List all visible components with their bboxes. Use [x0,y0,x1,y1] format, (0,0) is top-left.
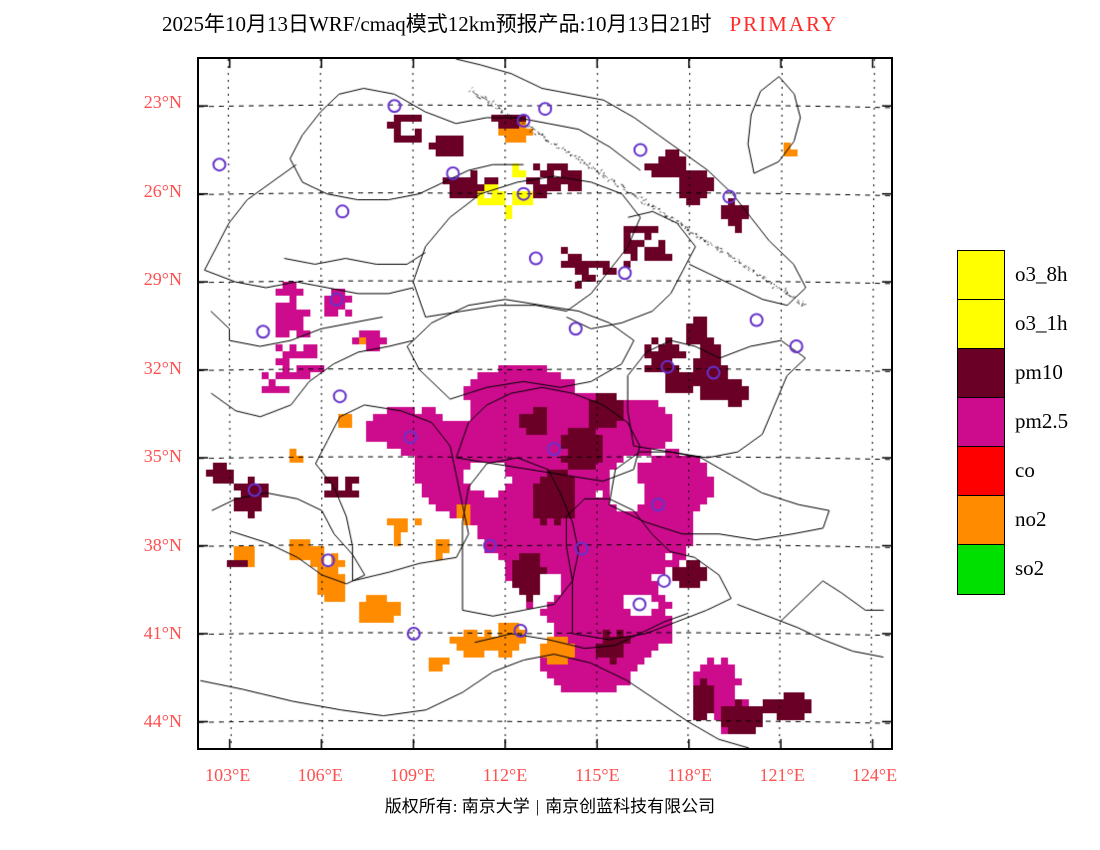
legend-swatch-co [958,447,1004,496]
y-tick-38°N: 38°N [143,534,182,555]
legend-swatch-so2 [958,545,1004,594]
chart-title-text: 2025年10月13日WRF/cmaq模式12km预报产品:10月13日21时 [161,12,712,36]
x-tick-124°E: 124°E [851,765,898,785]
x-tick-118°E: 118°E [667,765,712,785]
legend-swatch-o3_1h [958,300,1004,349]
y-tick-44°N: 44°N [143,711,182,732]
legend-swatch-o3_8h [958,251,1004,300]
legend-label-no2: no2 [1015,507,1047,531]
legend-label-o3_8h: o3_8h [1015,262,1068,286]
legend-label-column: o3_8h o3_1h pm10 pm2.5 co no2 so2 [1015,250,1068,593]
x-tick-112°E: 112°E [482,765,528,785]
y-tick-41°N: 41°N [143,622,182,643]
legend-swatch-pm2-5 [958,398,1004,447]
legend-label-pm10: pm10 [1015,360,1063,384]
x-tick-109°E: 109°E [389,765,436,785]
footer-company-text: 南京创蓝科技有限公司 [545,797,716,816]
forecast-map-canvas[interactable] [197,57,893,750]
legend-label-so2: so2 [1015,556,1045,580]
footer-copyright-text: 版权所有: 南京大学 [384,797,530,816]
legend-label-co: co [1015,458,1035,482]
y-tick-35°N: 35°N [143,446,182,467]
legend-label-o3_1h: o3_1h [1015,311,1068,335]
y-tick-23°N: 23°N [143,92,182,113]
map-container[interactable] [197,57,893,750]
x-tick-121°E: 121°E [759,765,805,785]
chart-title: 2025年10月13日WRF/cmaq模式12km预报产品:10月13日21时 P… [0,8,1000,38]
y-tick-26°N: 26°N [143,180,182,201]
x-tick-103°E: 103°E [205,765,251,785]
legend-swatch-column [957,250,1005,595]
legend-label-pm2-5: pm2.5 [1015,409,1069,433]
y-tick-29°N: 29°N [143,269,182,290]
chart-title-primary-badge: PRIMARY [729,12,839,36]
x-tick-115°E: 115°E [575,765,620,785]
x-tick-106°E: 106°E [297,765,343,785]
y-tick-32°N: 32°N [143,357,182,378]
legend-swatch-pm10 [958,349,1004,398]
footer-copyright: 版权所有: 南京大学 | 南京创蓝科技有限公司 [0,792,1100,817]
legend-swatch-no2 [958,496,1004,545]
footer-separator: | [535,797,540,816]
